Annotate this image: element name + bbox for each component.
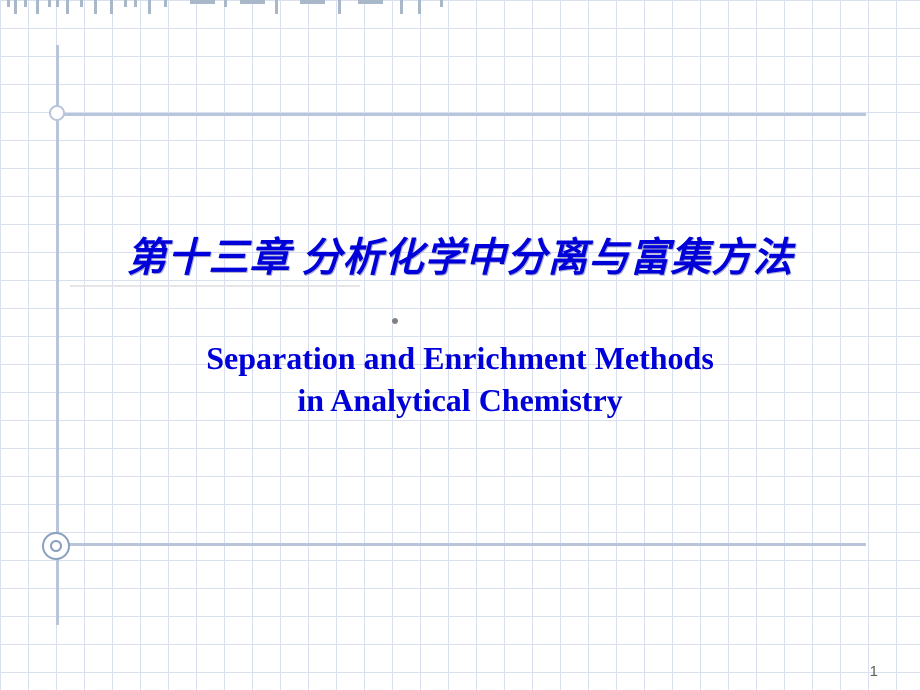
decor-underline-faint <box>70 285 360 287</box>
decor-top-line <box>56 113 866 116</box>
decor-bottom-line <box>56 543 866 546</box>
english-title-line1: Separation and Enrichment Methods <box>0 340 920 377</box>
decor-circle-lower-inner <box>50 540 62 552</box>
center-dot <box>392 318 398 324</box>
english-title-line2: in Analytical Chemistry <box>0 382 920 419</box>
decor-circle-upper <box>49 105 65 121</box>
chapter-title: 第十三章 分析化学中分离与富集方法 <box>0 225 920 283</box>
page-number: 1 <box>870 663 878 680</box>
top-ruler <box>0 0 920 16</box>
